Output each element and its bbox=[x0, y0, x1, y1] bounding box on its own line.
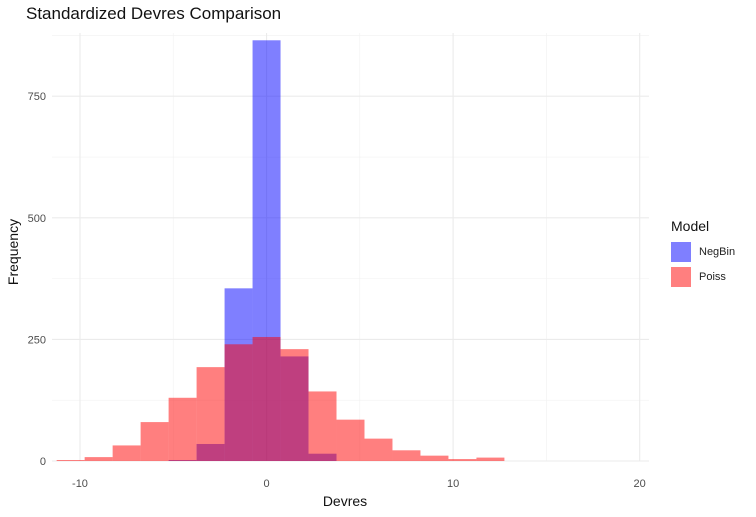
bar-poiss bbox=[252, 336, 281, 461]
bar-poiss bbox=[112, 445, 141, 461]
chart-title: Standardized Devres Comparison bbox=[26, 4, 282, 23]
legend-item-negbin: NegBin bbox=[671, 240, 735, 263]
bar-poiss bbox=[336, 419, 365, 461]
x-tick-label: 20 bbox=[634, 478, 646, 490]
bar-poiss bbox=[196, 367, 225, 461]
x-tick-label: 0 bbox=[263, 478, 269, 490]
tick-labels: -10 0 10 20 0 250 500 750 bbox=[28, 91, 646, 490]
bar-poiss bbox=[280, 349, 309, 461]
y-tick-label: 750 bbox=[28, 91, 46, 103]
legend-key-poiss bbox=[671, 266, 691, 287]
x-axis-title: Devres bbox=[323, 493, 367, 509]
y-tick-label: 500 bbox=[28, 213, 46, 225]
legend: Model NegBin Poiss bbox=[671, 218, 735, 290]
bar-poiss bbox=[168, 397, 197, 461]
y-axis-title: Frequency bbox=[5, 219, 21, 285]
bar-poiss bbox=[420, 455, 449, 461]
grid-lines bbox=[52, 33, 649, 462]
bar-poiss bbox=[56, 460, 85, 461]
bar-poiss bbox=[140, 422, 169, 461]
bar-poiss bbox=[476, 457, 505, 461]
bar-poiss bbox=[364, 438, 393, 461]
x-tick-label: -10 bbox=[72, 478, 88, 490]
legend-label-negbin: NegBin bbox=[699, 245, 736, 258]
bar-poiss bbox=[392, 450, 421, 461]
legend-item-poiss: Poiss bbox=[671, 265, 735, 288]
legend-label-poiss: Poiss bbox=[699, 270, 726, 283]
histogram-bars bbox=[56, 40, 505, 461]
bar-poiss bbox=[308, 391, 337, 461]
bar-poiss bbox=[224, 344, 253, 461]
legend-title: Model bbox=[671, 218, 710, 234]
bar-poiss bbox=[448, 459, 477, 461]
y-tick-label: 250 bbox=[28, 334, 46, 346]
legend-key-negbin bbox=[671, 241, 691, 262]
x-tick-label: 10 bbox=[447, 478, 459, 490]
bar-poiss bbox=[84, 457, 113, 461]
y-tick-label: 0 bbox=[40, 456, 46, 468]
